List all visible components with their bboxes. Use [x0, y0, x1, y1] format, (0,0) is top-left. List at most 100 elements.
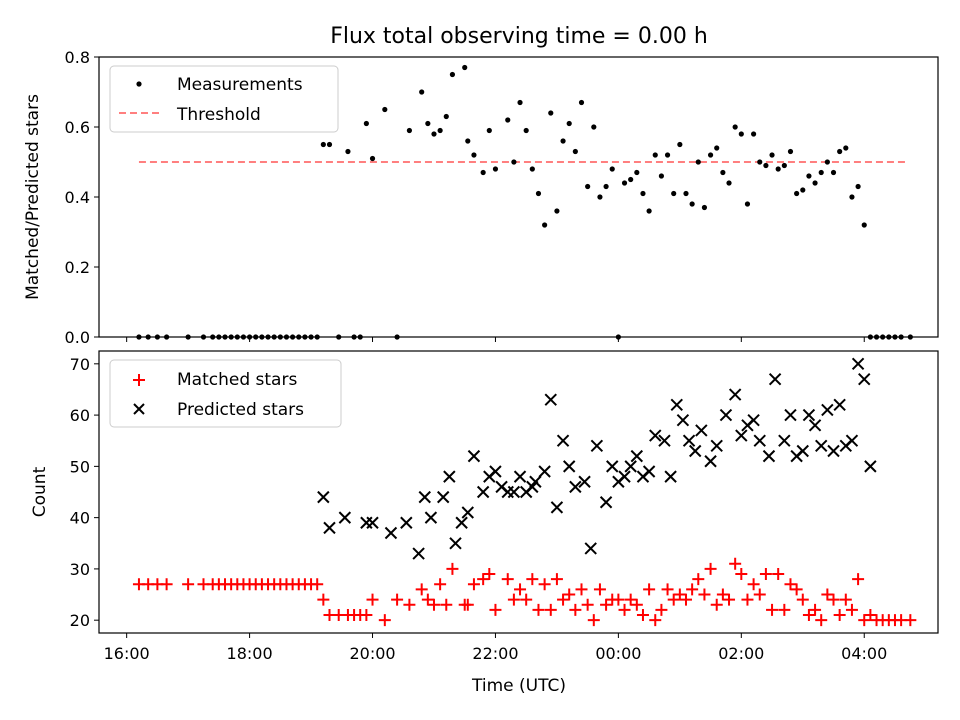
- measurement-point: [763, 162, 769, 169]
- predicted-star-point: [753, 434, 766, 447]
- matched-star-point: [667, 593, 680, 606]
- measurement-point: [345, 148, 351, 155]
- predicted-star-point: [802, 408, 816, 422]
- predicted-star-point: [544, 393, 557, 406]
- matched-star-point: [593, 583, 606, 596]
- matched-star-point: [477, 573, 490, 586]
- predicted-star-point: [443, 470, 456, 483]
- predicted-star-point: [563, 460, 576, 473]
- measurement-point: [326, 141, 333, 148]
- predicted-star-point: [400, 516, 413, 529]
- bottom-x-tick-label: 00:00: [595, 644, 641, 663]
- bottom-x-tick-label: 18:00: [227, 644, 273, 663]
- predicted-star-point: [513, 470, 527, 483]
- measurement-point: [677, 141, 683, 148]
- measurement-point: [738, 131, 744, 137]
- matched-star-point: [815, 614, 828, 627]
- measurement-point: [462, 64, 468, 71]
- predicted-star-point: [704, 455, 717, 468]
- predicted-star-point: [695, 424, 708, 437]
- measurement-point: [548, 110, 554, 116]
- predicted-star-point: [670, 398, 683, 412]
- matched-star-point: [821, 588, 834, 601]
- measurements-legend-marker: [136, 81, 142, 87]
- matched-star-point: [467, 578, 480, 591]
- measurement-point: [664, 152, 671, 158]
- measurement-point: [634, 169, 640, 176]
- measurement-point: [535, 190, 542, 197]
- predicted-star-point: [424, 511, 438, 524]
- measurement-point: [529, 166, 535, 172]
- measurement-point: [542, 222, 548, 228]
- predicted-star-point: [851, 357, 865, 371]
- bottom-x-tick-label: 20:00: [349, 644, 395, 663]
- predicted-star-point: [489, 465, 502, 478]
- predicted-star-point: [658, 434, 671, 447]
- measurement-point: [382, 106, 388, 113]
- measurement-point: [465, 138, 471, 144]
- matched-star-point: [698, 588, 711, 601]
- matched-star-point: [587, 614, 600, 627]
- measurement-point: [652, 152, 658, 158]
- matched-star-point: [643, 583, 656, 596]
- measurement-point: [671, 190, 677, 197]
- predicted-star-point: [467, 449, 481, 463]
- predicted-star-point: [529, 475, 542, 488]
- bottom-legend: Matched stars Predicted stars: [109, 359, 342, 428]
- measurement-point: [511, 159, 517, 165]
- measurement-point: [775, 166, 781, 172]
- matched-star-point: [772, 568, 785, 581]
- measurement-point: [480, 169, 486, 176]
- measurement-point: [437, 127, 443, 134]
- matched-star-point: [716, 588, 729, 601]
- matched-star-point: [440, 598, 453, 611]
- predicted-star-point: [682, 434, 696, 447]
- measurement-point: [621, 180, 628, 186]
- measurement-point: [591, 124, 597, 130]
- matched-star-point: [160, 578, 173, 591]
- measurement-point: [560, 138, 566, 144]
- predicted-star-point: [728, 388, 742, 401]
- matched-star-point: [618, 603, 631, 616]
- matched-star-point: [483, 568, 496, 581]
- matched-star-point: [845, 603, 858, 616]
- matched-star-point: [784, 578, 797, 591]
- predicted-star-point: [366, 516, 379, 529]
- measurement-point: [689, 201, 695, 207]
- measurement-point: [806, 173, 812, 179]
- measurement-point: [683, 190, 689, 197]
- matched-star-point: [778, 603, 791, 616]
- matched-star-point: [661, 583, 674, 596]
- bottom-y-tick-label: 40: [70, 509, 90, 528]
- bottom-panel: 20 30 40 50 60 70 16:00 18:00 20:00 22:00 00:00 02:…: [30, 350, 939, 696]
- measurement-point: [855, 183, 861, 190]
- top-y-tick-label: 0.6: [65, 118, 90, 137]
- matched-star-point: [403, 598, 416, 611]
- predicted-star-point: [784, 408, 797, 422]
- matched-star-point: [612, 593, 625, 606]
- measurement-point: [486, 127, 492, 134]
- matched-star-point: [858, 614, 871, 627]
- bottom-y-tick-label: 30: [70, 560, 90, 579]
- matched-star-point: [557, 593, 570, 606]
- predicted-star-point: [845, 434, 859, 447]
- measurement-point: [781, 162, 787, 169]
- matched-star-point: [581, 598, 594, 611]
- predicted-star-point: [412, 547, 425, 560]
- top-ylabel: Matched/Predicted stars: [23, 94, 43, 300]
- bottom-ylabel: Count: [30, 466, 50, 517]
- predicted-star-point: [323, 521, 336, 535]
- matched-star-point: [569, 603, 582, 616]
- measurement-point: [726, 180, 732, 186]
- predicted-star-point: [606, 460, 619, 473]
- predicted-star-point: [815, 439, 828, 453]
- measurement-point: [720, 169, 726, 176]
- top-panel: 0.00.20.40.60.8 Matched/Predicted stars …: [23, 48, 939, 347]
- matched-star-point: [729, 557, 742, 570]
- top-y-tick-label: 0.2: [65, 258, 90, 277]
- matched-star-point: [704, 562, 717, 575]
- measurement-point: [861, 222, 867, 228]
- measurement-point: [431, 131, 437, 137]
- predicted-star-point: [676, 414, 690, 427]
- matched-star-point: [520, 593, 533, 606]
